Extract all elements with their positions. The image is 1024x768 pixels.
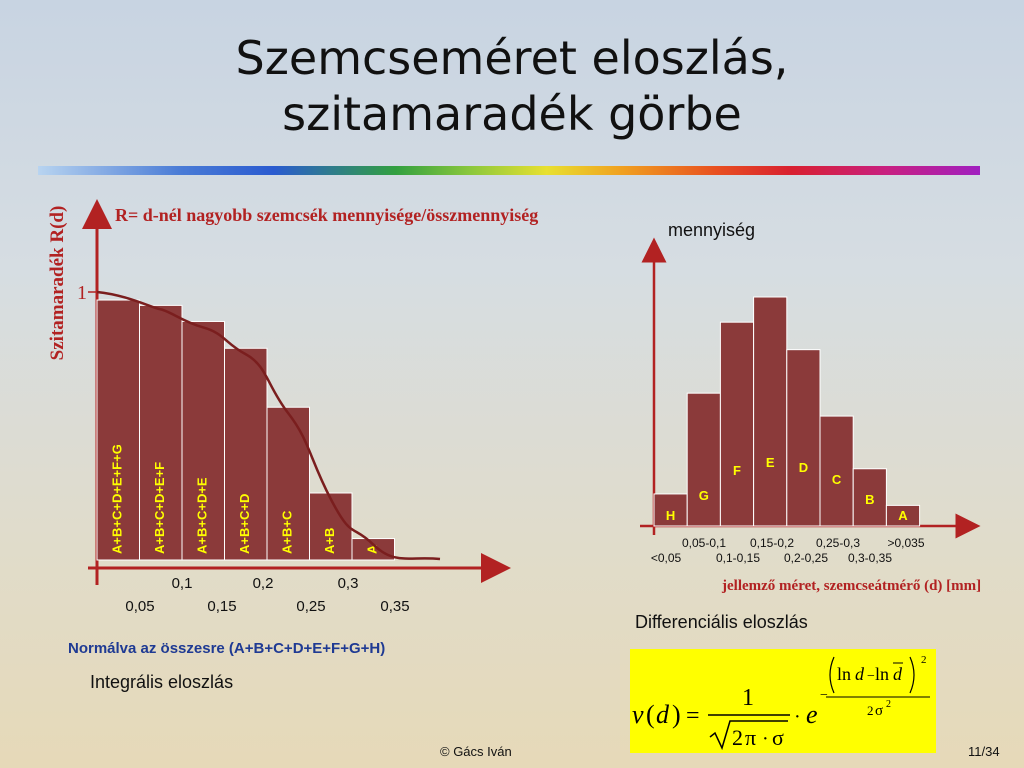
integral-bar-label-4: A+B+C+D	[237, 494, 252, 554]
formula-exp-den-2: 2	[867, 703, 874, 718]
diff-bar-4	[753, 296, 788, 527]
formula-exp-d: d	[855, 664, 865, 684]
diff-bar-1	[653, 493, 688, 527]
formula-pi: π	[745, 725, 756, 750]
diff-bar-label-7: B	[865, 492, 874, 507]
diff-bar-label-2: G	[699, 488, 709, 503]
formula-dot-2: ·	[794, 706, 801, 728]
integral-bar-4	[224, 347, 268, 561]
integral-chart: A+B+C+D+E+F+G A+B+C+D+E+F A+B+C+D+E A+B+C+D…	[82, 199, 511, 615]
page-number: 11/34	[968, 744, 1000, 759]
integral-x-tick-upper-3: 0,3	[338, 575, 359, 592]
integral-y-tick-1: 1	[77, 282, 87, 304]
integral-caption: Integrális eloszlás	[90, 672, 234, 692]
formula-exp-ln1: ln	[837, 664, 851, 684]
formula-v: v	[632, 700, 644, 729]
formula-exp-pow: 2	[921, 654, 927, 666]
formula-sigma: σ	[772, 725, 784, 750]
diff-x-tick-lower-1: <0,05	[651, 551, 682, 565]
integral-bar-label-6: A+B	[322, 528, 337, 554]
integral-bar-5	[266, 406, 310, 561]
integral-x-tick-upper-1: 0,1	[172, 575, 193, 592]
diff-bar-label-5: D	[799, 460, 808, 475]
diff-bar-2	[686, 392, 721, 527]
diff-bar-label-1: H	[666, 508, 675, 523]
diff-x-tick-lower-4: 0,3-0,35	[848, 551, 892, 565]
integral-header: R= d-nél nagyobb szemcsék mennyisége/öss…	[115, 205, 539, 225]
formula-e: e	[806, 700, 818, 729]
title-line-2: szitamaradék görbe	[282, 87, 742, 141]
formula-svg: v ( d ) = 1 2 π · σ · e − ln d − ln d 2 …	[632, 654, 930, 751]
integral-x-tick-upper-2: 0,2	[253, 575, 274, 592]
formula-exp-den-pow: 2	[886, 699, 891, 710]
slide-title: Szemcseméret eloszlás, szitamaradék görb…	[0, 30, 1024, 142]
diff-x-tick-lower-2: 0,1-0,15	[716, 551, 760, 565]
integral-x-tick-lower-3: 0,25	[296, 598, 325, 615]
differential-chart: H G F E D C B A 0,05-0,1 0,15-0,2 0,25-0,3 >0,035 <0…	[640, 237, 981, 565]
diff-x-tick-upper-2: 0,15-0,2	[750, 536, 794, 550]
diff-y-axis-label: mennyiség	[668, 220, 756, 240]
formula-exp-den-sigma: σ	[875, 703, 883, 719]
formula-numerator: 1	[742, 685, 754, 711]
integral-bar-label-3: A+B+C+D+E	[195, 477, 210, 554]
title-divider	[38, 166, 980, 175]
lognormal-formula: v ( d ) = 1 2 π · σ · e − ln d − ln d 2 …	[630, 649, 936, 753]
diff-bar-label-8: A	[898, 508, 908, 523]
formula-eq: =	[686, 703, 700, 729]
integral-bar-label-1: A+B+C+D+E+F+G	[110, 444, 125, 554]
integral-bar-label-2: A+B+C+D+E+F	[152, 462, 167, 554]
diff-bar-3	[719, 321, 755, 527]
diff-caption: Differenciális eloszlás	[635, 612, 808, 632]
diff-bar-5	[786, 349, 821, 527]
diff-bar-label-4: E	[766, 455, 775, 470]
integral-x-tick-lower-2: 0,15	[207, 598, 236, 615]
integral-y-axis-label: Szitamaradék R(d)	[47, 205, 68, 361]
integral-bar-3	[181, 320, 225, 561]
integral-bar-6	[309, 492, 353, 561]
integral-bar-1	[96, 299, 140, 561]
formula-dot-1: ·	[762, 728, 769, 750]
integral-x-tick-lower-4: 0,35	[380, 598, 409, 615]
integral-bar-7	[351, 538, 395, 561]
formula-sqrt-2: 2	[732, 725, 743, 750]
formula-exp-neg: −	[820, 688, 828, 703]
title-line-1: Szemcseméret eloszlás,	[235, 31, 789, 85]
diff-bar-label-3: F	[733, 463, 741, 478]
integral-bar-label-7: A	[365, 544, 380, 554]
integral-bar-2	[139, 304, 183, 561]
diff-bar-label-6: C	[832, 472, 842, 487]
diff-x-tick-lower-3: 0,2-0,25	[784, 551, 828, 565]
formula-exp-dbar: d	[893, 664, 903, 684]
diff-bar-6	[819, 415, 854, 527]
diff-x-tick-upper-4: >0,035	[887, 536, 924, 550]
diff-x-axis-label: jellemző méret, szemcseátmérő (d) [mm]	[722, 578, 982, 594]
formula-exp-minus: −	[867, 669, 875, 684]
integral-x-tick-lower-1: 0,05	[125, 598, 154, 615]
formula-exp-ln2: ln	[875, 664, 889, 684]
integral-bar-label-5: A+B+C	[280, 510, 295, 554]
diff-x-tick-upper-1: 0,05-0,1	[682, 536, 726, 550]
integral-curve	[96, 290, 441, 561]
diff-x-tick-upper-3: 0,25-0,3	[816, 536, 860, 550]
formula-rparen: )	[672, 700, 681, 729]
formula-lparen: (	[646, 700, 655, 729]
normalized-note: Normálva az összesre (A+B+C+D+E+F+G+H)	[68, 640, 386, 657]
diff-bar-8	[885, 504, 921, 527]
diff-bar-7	[852, 468, 887, 527]
footer-author: © Gács Iván	[440, 744, 512, 759]
formula-d: d	[656, 700, 670, 729]
